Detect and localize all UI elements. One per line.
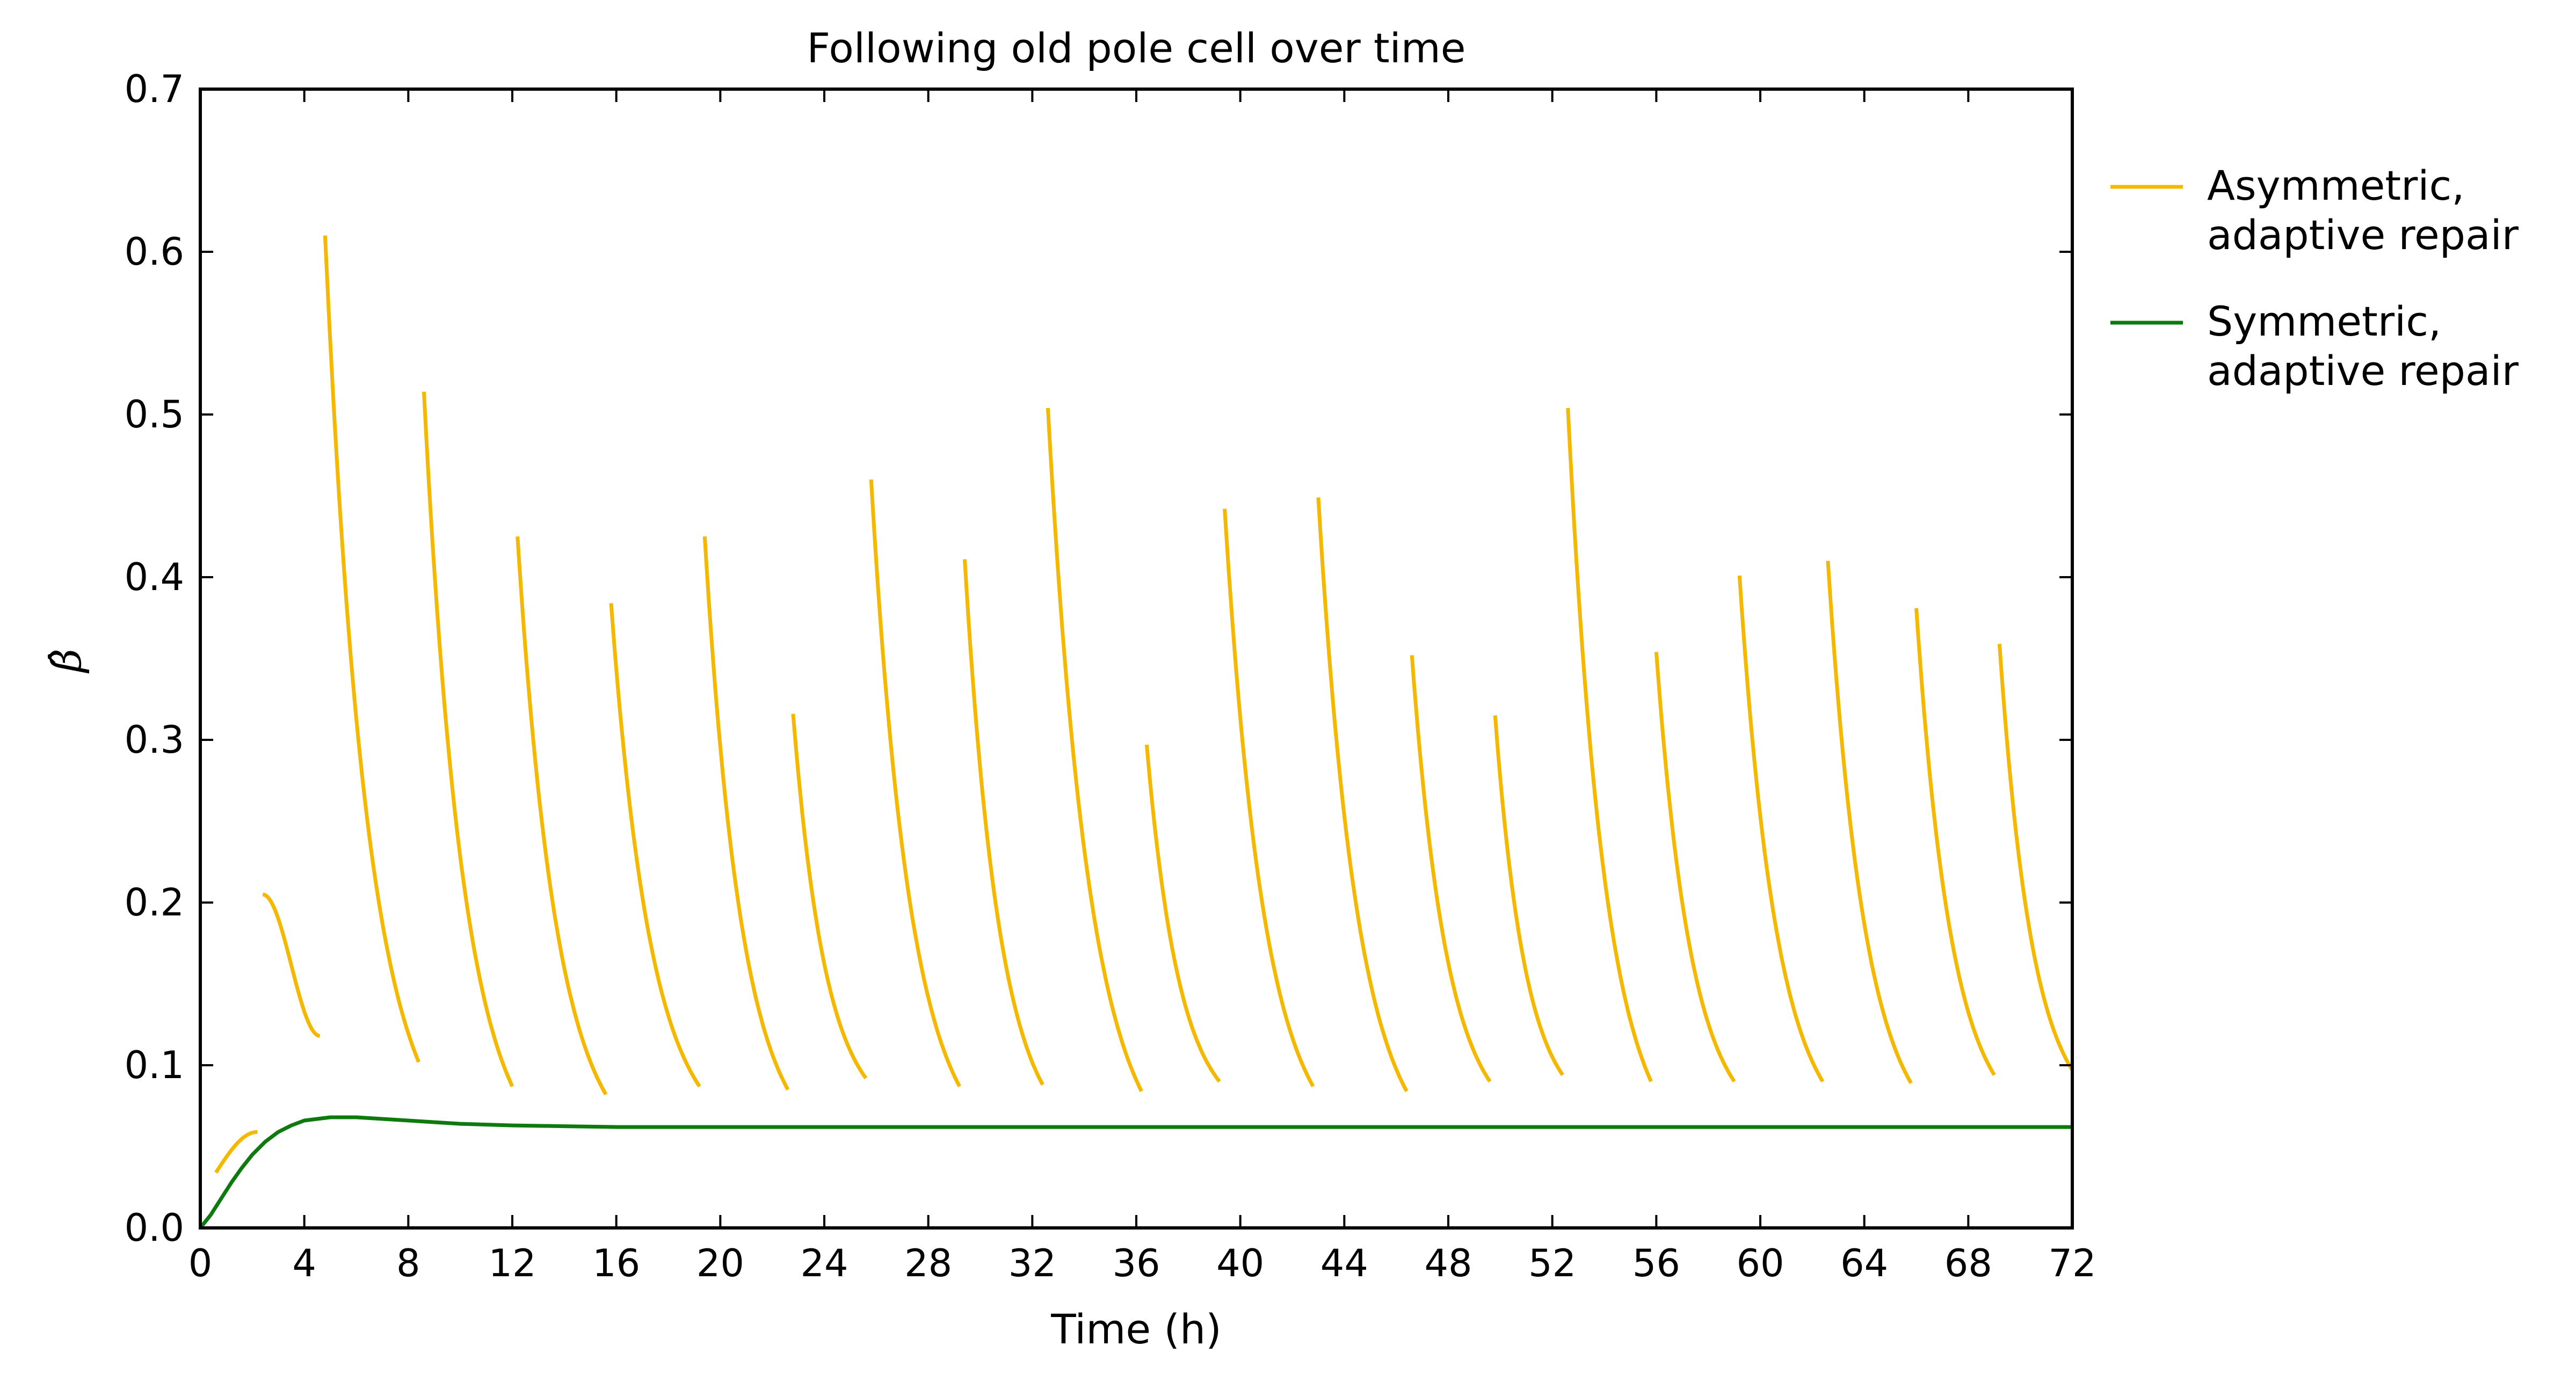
series-line-symmetric — [199, 1115, 2072, 1230]
x-tick-label: 24 — [800, 1241, 848, 1285]
x-tick-label: 64 — [1840, 1241, 1888, 1285]
y-tick-label: 0.1 — [125, 1043, 184, 1087]
legend-label: Symmetric, — [2207, 297, 2441, 345]
x-tick-label: 68 — [1944, 1241, 1992, 1285]
y-tick-label: 0.0 — [125, 1206, 184, 1250]
y-tick-label: 0.7 — [125, 67, 184, 111]
y-axis-label: β̂ — [42, 649, 90, 674]
x-tick-label: 32 — [1008, 1241, 1056, 1285]
x-tick-label: 20 — [696, 1241, 744, 1285]
chart-title: Following old pole cell over time — [807, 24, 1465, 72]
series-line-asymmetric-segment — [963, 559, 1044, 1086]
series-line-asymmetric-segment — [1046, 408, 1143, 1093]
series-line-asymmetric-segment — [1493, 715, 1564, 1076]
x-tick-label: 4 — [292, 1241, 316, 1285]
series-line-asymmetric-segment — [791, 714, 868, 1080]
x-axis: 0 4 8 12 16 20 24 28 32 36 40 44 48 52 56 60 64 68 72 — [188, 89, 2096, 1285]
legend-label: adaptive repair — [2207, 347, 2519, 395]
legend: Asymmetric,adaptive repairSymmetric,adap… — [2110, 162, 2519, 395]
x-tick-label: 28 — [904, 1241, 952, 1285]
y-tick-label: 0.3 — [125, 718, 184, 762]
x-tick-label: 60 — [1736, 1241, 1784, 1285]
x-tick-label: 52 — [1528, 1241, 1576, 1285]
x-tick-label: 44 — [1320, 1241, 1368, 1285]
series-line-asymmetric-segment — [1144, 744, 1221, 1083]
series-line-asymmetric-segment — [516, 536, 608, 1096]
series-line-asymmetric-segment — [1410, 655, 1492, 1083]
y-tick-label: 0.6 — [125, 230, 184, 274]
series-line-asymmetric-segment — [1997, 643, 2074, 1071]
x-tick-label: 56 — [1632, 1241, 1680, 1285]
x-tick-label: 72 — [2048, 1241, 2096, 1285]
x-tick-label: 40 — [1216, 1241, 1264, 1285]
x-tick-label: 36 — [1112, 1241, 1160, 1285]
series-line-asymmetric-segment — [1914, 608, 1996, 1076]
series-line-asymmetric-segment — [1566, 408, 1653, 1082]
series-line-asymmetric-segment — [609, 603, 701, 1088]
x-tick-label: 16 — [592, 1241, 640, 1285]
x-axis-label: Time (h) — [1050, 1305, 1222, 1353]
x-tick-label: 8 — [396, 1241, 420, 1285]
x-tick-label: 12 — [488, 1241, 536, 1285]
x-tick-label: 0 — [188, 1241, 213, 1285]
series-line-asymmetric-segment — [422, 391, 514, 1087]
x-tick-label: 48 — [1424, 1241, 1472, 1285]
series-line-asymmetric-segment — [323, 235, 420, 1063]
y-axis: 0.0 0.1 0.2 0.3 0.4 0.5 0.6 0.7 — [125, 67, 2072, 1250]
plot-area — [199, 235, 2074, 1230]
y-tick-label: 0.5 — [125, 392, 184, 437]
legend-label: Asymmetric, — [2207, 162, 2465, 209]
series-line-asymmetric-segment — [262, 892, 321, 1038]
series-line-asymmetric-segment — [214, 1130, 259, 1174]
series-line-asymmetric-segment — [1223, 508, 1315, 1088]
series-line-asymmetric-segment — [1826, 561, 1913, 1085]
y-tick-label: 0.2 — [125, 881, 184, 925]
series-line-asymmetric-segment — [1654, 652, 1736, 1083]
series-line-asymmetric-segment — [1316, 497, 1409, 1093]
series-line-asymmetric-segment — [1737, 575, 1825, 1083]
series-line-asymmetric-segment — [702, 536, 790, 1091]
y-tick-label: 0.4 — [125, 555, 184, 599]
legend-label: adaptive repair — [2207, 211, 2519, 259]
series-line-asymmetric-segment — [869, 479, 961, 1087]
